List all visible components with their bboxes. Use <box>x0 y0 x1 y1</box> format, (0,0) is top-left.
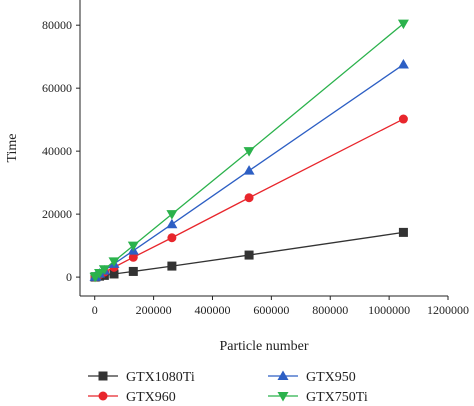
legend-label: GTX1080Ti <box>126 370 195 385</box>
data-point <box>244 250 254 260</box>
series-GTX750Ti <box>89 19 409 283</box>
legend-item: GTX750Ti <box>268 390 368 405</box>
legend-label: GTX950 <box>306 370 356 385</box>
y-tick-label: 0 <box>66 270 72 284</box>
y-tick-label: 60000 <box>42 81 72 95</box>
x-tick-label: 1000000 <box>368 303 410 317</box>
data-point <box>127 241 139 252</box>
data-point <box>109 269 119 279</box>
data-point <box>128 266 138 276</box>
legend-marker <box>277 392 289 402</box>
data-point <box>167 261 177 271</box>
data-point <box>243 165 255 175</box>
legend-marker <box>277 370 289 380</box>
data-point <box>108 257 120 267</box>
data-point <box>166 218 178 229</box>
x-tick-label: 1200000 <box>427 303 469 317</box>
data-point <box>128 252 138 262</box>
data-point <box>166 210 178 220</box>
series-layer <box>89 19 409 283</box>
legend-item: GTX960 <box>88 390 176 405</box>
series-GTX950 <box>89 59 409 281</box>
data-point <box>243 147 255 157</box>
data-point <box>398 114 408 124</box>
data-point <box>167 233 177 243</box>
legend-marker <box>98 371 108 381</box>
legend-item: GTX950 <box>268 370 356 385</box>
legend: GTX1080Ti GTX950 GTX960 GTX750Ti <box>88 370 368 405</box>
legend-label: GTX750Ti <box>306 390 368 405</box>
legend-item: GTX1080Ti <box>88 370 195 385</box>
x-tick-label: 600000 <box>253 303 289 317</box>
data-point <box>244 193 254 203</box>
x-tick-label: 400000 <box>194 303 230 317</box>
y-tick-label: 40000 <box>42 144 72 158</box>
axes: 0 200000 400000 600000 800000 1000000 1200000 0… <box>5 0 469 354</box>
x-tick-label: 800000 <box>312 303 348 317</box>
data-point <box>397 59 409 69</box>
data-point <box>398 227 408 237</box>
y-axis-title: Time <box>5 133 20 162</box>
data-point <box>98 265 110 275</box>
x-tick-label: 0 <box>92 303 98 317</box>
y-tick-label: 20000 <box>42 207 72 221</box>
data-point <box>94 269 106 279</box>
legend-label: GTX960 <box>126 390 176 405</box>
y-tick-label: 80000 <box>42 18 72 32</box>
x-tick-label: 200000 <box>136 303 172 317</box>
data-point <box>397 19 409 30</box>
x-axis-title: Particle number <box>219 339 308 354</box>
legend-marker <box>98 391 108 401</box>
